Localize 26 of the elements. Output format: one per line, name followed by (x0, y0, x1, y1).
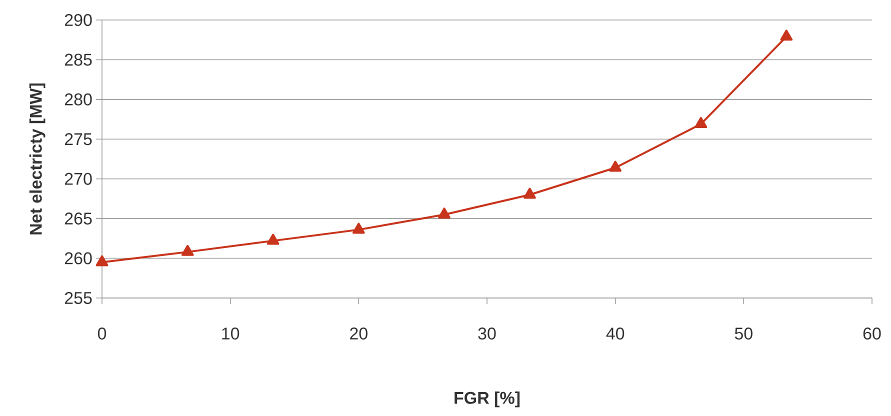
y-tick-label: 270 (64, 172, 92, 185)
point (352, 222, 365, 234)
y-tick-label: 280 (64, 93, 92, 106)
point (694, 117, 708, 128)
x-axis-title: FGR [%] (454, 391, 520, 408)
point (524, 188, 536, 199)
x-tick-label: 10 (222, 328, 240, 340)
y-tick-label: 275 (64, 133, 92, 146)
point (780, 30, 793, 41)
point (96, 255, 108, 266)
x-tick-label: 60 (863, 328, 881, 340)
point (266, 234, 280, 245)
y-tick-label: 285 (64, 54, 92, 66)
y-tick-label: 255 (64, 292, 92, 304)
y-tick-label: 260 (64, 252, 92, 264)
x-tick-label: 40 (606, 328, 624, 340)
x-tick-label: 30 (478, 328, 496, 340)
y-tick-label: 265 (64, 212, 92, 225)
x-tick-label: 0 (98, 328, 106, 340)
x-tick-label: 50 (734, 328, 752, 340)
y-axis-title: Net electricty [MW] (29, 83, 46, 234)
x-tick-label: 20 (350, 328, 368, 340)
point (609, 160, 622, 172)
point (181, 244, 194, 256)
y-tick-label: 290 (64, 14, 92, 26)
point (438, 208, 450, 219)
